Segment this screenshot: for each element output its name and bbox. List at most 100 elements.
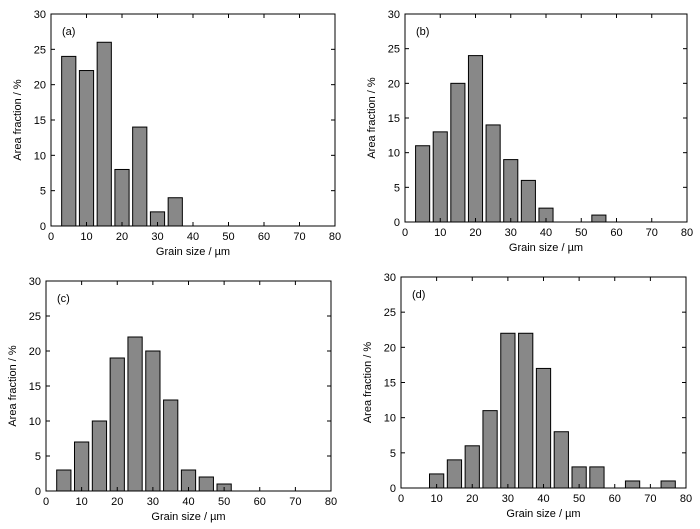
y-tick-label: 30 <box>388 9 400 21</box>
panel-label: (a) <box>62 26 75 38</box>
bar <box>503 159 519 223</box>
x-tick-label: 70 <box>289 496 301 508</box>
y-tick-label: 0 <box>40 221 46 233</box>
bar <box>500 332 516 489</box>
x-tick-label: 30 <box>505 227 517 239</box>
x-axis-label: Grain size / µm <box>509 242 583 254</box>
x-tick-label: 30 <box>151 231 163 243</box>
bar <box>432 131 448 223</box>
x-tick-label: 60 <box>610 227 622 239</box>
x-tick-label: 30 <box>502 493 514 505</box>
bar <box>61 55 77 227</box>
x-tick-label: 70 <box>644 493 656 505</box>
bar <box>56 469 72 492</box>
y-axis-label: Area fraction / % <box>12 79 24 161</box>
x-tick-label: 10 <box>76 496 88 508</box>
bar <box>127 336 143 492</box>
y-tick-label: 0 <box>390 483 396 495</box>
x-tick-label: 10 <box>434 227 446 239</box>
x-tick-label: 60 <box>254 496 266 508</box>
y-tick-label: 20 <box>388 78 400 90</box>
x-tick-label: 20 <box>469 227 481 239</box>
x-tick-label: 50 <box>575 227 587 239</box>
bar <box>535 367 552 489</box>
y-tick-label: 25 <box>34 44 46 56</box>
x-tick-label: 60 <box>258 231 270 243</box>
y-tick-label: 5 <box>394 182 400 194</box>
x-tick-label: 0 <box>43 496 49 508</box>
bar <box>660 480 676 489</box>
y-tick-label: 30 <box>29 276 41 288</box>
panel-label: (d) <box>412 289 425 301</box>
x-tick-label: 40 <box>182 496 194 508</box>
x-tick-label: 30 <box>147 496 159 508</box>
x-axis-label: Grain size / µm <box>506 508 580 520</box>
bar <box>485 124 501 223</box>
x-tick-label: 10 <box>431 493 443 505</box>
x-tick-label: 80 <box>681 227 693 239</box>
y-tick-label: 30 <box>384 272 396 284</box>
y-tick-label: 15 <box>29 381 41 393</box>
chart-panel-4: 0 10 20 30 40 50 60 70 80 0 5 10 15 20 25 30 (d) Grain si… <box>362 272 692 520</box>
bar <box>91 420 108 492</box>
y-tick-label: 15 <box>388 113 400 125</box>
bar <box>450 82 466 223</box>
x-axis-label: Grain size / µm <box>156 246 230 258</box>
y-tick-label: 10 <box>34 150 46 162</box>
y-tick-label: 0 <box>394 217 400 229</box>
bar <box>198 476 214 492</box>
chart-panel-3: 0 10 20 30 40 50 60 70 80 0 5 10 15 20 25 30 (c) Grain si… <box>7 276 337 523</box>
x-tick-label: 80 <box>325 496 337 508</box>
bar <box>78 70 95 227</box>
y-tick-label: 5 <box>40 186 46 198</box>
x-tick-label: 10 <box>80 231 92 243</box>
y-tick-label: 30 <box>34 9 46 21</box>
y-tick-label: 20 <box>384 342 396 354</box>
y-tick-label: 25 <box>384 307 396 319</box>
bar <box>520 179 536 223</box>
x-tick-label: 70 <box>646 227 658 239</box>
x-tick-label: 80 <box>329 231 341 243</box>
bar <box>518 332 534 489</box>
x-tick-label: 0 <box>398 493 404 505</box>
bar <box>624 480 641 489</box>
bar <box>114 168 130 227</box>
x-tick-label: 40 <box>187 231 199 243</box>
bar <box>467 55 484 223</box>
x-tick-label: 20 <box>466 493 478 505</box>
bar <box>553 431 569 489</box>
bar <box>591 214 607 223</box>
x-tick-label: 0 <box>402 227 408 239</box>
x-tick-label: 50 <box>222 231 234 243</box>
y-tick-label: 25 <box>29 311 41 323</box>
x-tick-label: 20 <box>111 496 123 508</box>
y-tick-label: 20 <box>34 80 46 92</box>
bar <box>446 459 463 489</box>
x-tick-label: 40 <box>537 493 549 505</box>
x-tick-label: 70 <box>293 231 305 243</box>
y-tick-label: 15 <box>384 378 396 390</box>
x-tick-label: 60 <box>609 493 621 505</box>
bar <box>109 357 125 492</box>
x-tick-label: 40 <box>540 227 552 239</box>
bar <box>589 466 605 489</box>
y-tick-label: 25 <box>388 44 400 56</box>
bar <box>74 441 90 492</box>
y-tick-label: 20 <box>29 346 41 358</box>
y-tick-label: 0 <box>35 486 41 498</box>
panel-label: (c) <box>57 293 70 305</box>
chart-panel-1: 0 10 20 30 40 50 60 70 80 0 5 10 15 20 25 30 (a) Grain si… <box>12 9 341 258</box>
bar <box>464 445 480 489</box>
y-tick-label: 10 <box>388 148 400 160</box>
bar <box>96 41 112 227</box>
bar <box>132 126 148 227</box>
bar <box>167 197 183 227</box>
y-axis-label: Area fraction / % <box>7 345 19 427</box>
y-axis-label: Area fraction / % <box>366 77 378 159</box>
chart-panel-2: 0 10 20 30 40 50 60 70 80 0 5 10 15 20 25 30 (b) Grain si… <box>366 9 693 254</box>
x-tick-label: 50 <box>573 493 585 505</box>
y-tick-label: 10 <box>384 413 396 425</box>
bar <box>415 145 431 223</box>
y-tick-label: 5 <box>35 451 41 463</box>
